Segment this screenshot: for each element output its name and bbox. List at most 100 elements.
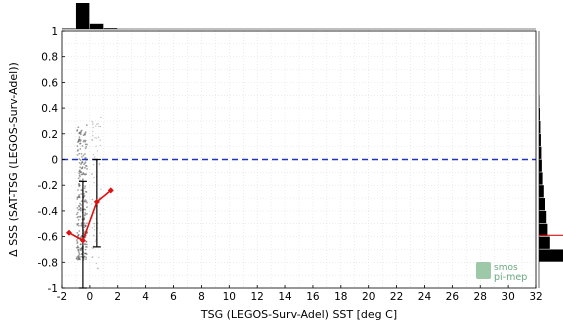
scatter-point <box>84 131 87 134</box>
scatter-point <box>78 161 81 164</box>
scatter-point <box>76 245 79 248</box>
top-hist-bar <box>75 3 90 29</box>
scatter-point <box>91 138 93 141</box>
scatter-point <box>97 123 99 125</box>
scatter-point <box>94 212 96 214</box>
scatter-point <box>78 136 81 139</box>
y-tick-label: -1 <box>48 283 58 295</box>
scatter-point <box>78 185 80 188</box>
scatter-point <box>79 209 82 212</box>
scatter-point <box>77 222 80 225</box>
scatter-point <box>83 217 86 219</box>
y-tick-label: -0.6 <box>38 232 59 244</box>
scatter-point <box>81 155 83 158</box>
y-axis-ticks: -1 -0.8 -0.6 -0.4 -0.2 0 0.2 0.4 0.6 0.8 1 <box>38 26 65 295</box>
scatter-point <box>79 206 82 209</box>
scatter-point <box>98 125 100 128</box>
scatter-point <box>77 126 80 129</box>
scatter-point <box>79 249 82 252</box>
scatter-point <box>94 136 96 139</box>
smos-pimep-logo: smos pi-mep <box>476 262 527 283</box>
scatter-point <box>77 246 80 249</box>
scatter-point <box>75 213 78 216</box>
scatter-point <box>79 215 82 218</box>
scatter-point <box>81 145 84 147</box>
scatter-point <box>80 193 83 195</box>
scatter-point <box>85 246 88 248</box>
x-tick-label: 8 <box>198 291 205 303</box>
scatter-point <box>91 203 93 205</box>
scatter-point <box>77 149 79 151</box>
scatter-point <box>84 185 87 188</box>
scatter-point <box>91 247 93 249</box>
scatter-point <box>80 224 83 227</box>
scatter-point <box>98 163 101 166</box>
scatter-point <box>84 166 86 169</box>
scatter-point <box>80 247 83 250</box>
scatter-point <box>94 240 97 242</box>
scatter-point <box>95 262 98 265</box>
scatter-point <box>85 243 88 246</box>
scatter-point <box>83 243 86 245</box>
scatter-point <box>84 143 87 146</box>
scatter-point <box>80 189 83 191</box>
y-tick-label: 0 <box>51 155 58 167</box>
scatter-point <box>83 153 86 155</box>
x-tick-label: 4 <box>142 291 149 303</box>
scatter-point <box>96 123 98 126</box>
right-hist-bar <box>539 120 541 134</box>
scatter-point <box>80 200 83 203</box>
scatter-point <box>98 256 100 259</box>
scatter-point <box>93 176 95 179</box>
x-tick-label: 28 <box>474 291 487 303</box>
y-tick-label: 0.2 <box>41 129 58 141</box>
x-axis-ticks: -2 0 2 4 6 8 10 12 14 16 18 20 22 24 26 28 30 32 <box>57 285 543 303</box>
scatter-point <box>78 138 80 141</box>
binned-mean-series <box>65 187 114 244</box>
scatter-point <box>80 243 82 246</box>
scatter-point <box>92 123 94 126</box>
x-axis-label: TSG (LEGOS-Surv-Adel) SST [deg C] <box>200 308 397 321</box>
scatter-point <box>82 154 85 157</box>
logo-text-smos: smos <box>494 263 518 273</box>
right-hist-bar <box>539 210 547 224</box>
scatter-point <box>84 248 87 251</box>
scatter-point <box>85 124 88 127</box>
right-histogram <box>538 31 563 288</box>
y-tick-label: 0.6 <box>41 77 58 89</box>
scatter-point <box>85 173 88 176</box>
right-hist-bar <box>539 172 543 185</box>
scatter-point <box>86 168 88 170</box>
right-hist-bar <box>539 249 563 262</box>
x-tick-label: 18 <box>334 291 347 303</box>
scatter-point <box>77 189 79 191</box>
scatter-point <box>93 229 96 231</box>
scatter-point <box>79 159 82 162</box>
scatter-point <box>83 192 85 195</box>
right-hist-bar <box>539 108 540 121</box>
scatter-point <box>93 156 96 158</box>
scatter-point <box>92 164 95 166</box>
scatter-point <box>78 174 81 177</box>
scatter-point <box>93 235 95 237</box>
scatter-point <box>76 196 79 199</box>
right-hist-bar <box>539 198 545 211</box>
scatter-point <box>95 125 97 127</box>
mean-line <box>68 189 112 242</box>
scatter-point <box>76 216 79 219</box>
x-tick-label: 2 <box>114 291 121 303</box>
scatter-point <box>85 256 87 259</box>
scatter-point <box>80 222 83 225</box>
scatter-point <box>80 236 83 239</box>
y-tick-label: -0.2 <box>38 180 59 192</box>
scatter-point <box>84 164 87 167</box>
scatter-point <box>85 240 88 243</box>
scatter-point <box>77 177 80 180</box>
scatter-point <box>83 187 86 190</box>
scatter-point <box>78 152 81 155</box>
scatter-point <box>75 257 78 260</box>
scatter-point <box>80 152 83 155</box>
scatter-point <box>82 172 85 174</box>
scatter-point <box>100 188 102 191</box>
scatter-point <box>84 157 86 160</box>
